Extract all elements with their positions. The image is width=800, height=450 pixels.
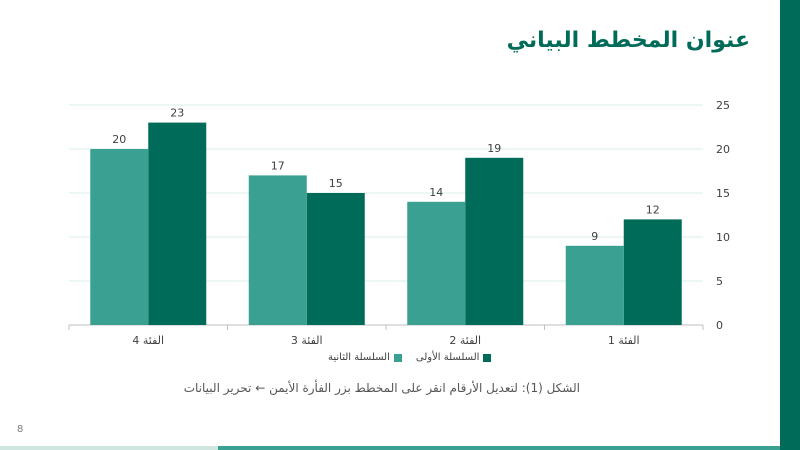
bottom-accent-line-light: [0, 446, 218, 450]
x-tick-label: الفئة 3: [291, 334, 323, 347]
data-label: 17: [271, 159, 285, 172]
bar-series1: [623, 219, 682, 325]
accent-side-bar: [780, 0, 800, 450]
bar-series1: [148, 122, 207, 325]
legend-item-series2: السلسلة الثانية: [328, 352, 402, 363]
data-label: 19: [487, 142, 501, 155]
legend-swatch-series1: [483, 353, 492, 362]
bar-series1: [465, 157, 524, 325]
bar-series2: [565, 245, 624, 325]
data-label: 20: [112, 133, 126, 146]
data-label: 9: [591, 230, 598, 243]
y-tick-label: 0: [716, 319, 723, 332]
chart-title: عنوان المخطط البياني: [506, 28, 750, 53]
bar-series2: [407, 201, 466, 325]
y-tick-label: 25: [716, 99, 730, 112]
data-label: 15: [329, 177, 343, 190]
data-label: 14: [429, 186, 443, 199]
data-label: 12: [646, 203, 660, 216]
page-number: 8: [17, 424, 24, 435]
x-tick-label: الفئة 2: [449, 334, 481, 347]
data-label: 23: [170, 107, 184, 120]
bottom-accent-line-dark: [218, 446, 780, 450]
legend-swatch-series2: [393, 353, 402, 362]
legend-item-series1: السلسلة الأولى: [416, 352, 492, 363]
chart-legend: السلسلة الأولى السلسلة الثانية: [328, 352, 492, 363]
x-tick-label: الفئة 1: [608, 334, 640, 347]
y-tick-label: 5: [716, 275, 723, 288]
y-tick-label: 15: [716, 187, 730, 200]
x-tick-label: الفئة 4: [132, 334, 164, 347]
bar-series1: [306, 193, 365, 325]
figure-caption: الشكل (1): لتعديل الأرقام انقر على المخط…: [183, 381, 580, 395]
bar-series2: [248, 175, 307, 325]
legend-label-series2: السلسلة الثانية: [328, 352, 390, 363]
y-tick-label: 10: [716, 231, 730, 244]
y-tick-label: 20: [716, 143, 730, 156]
bar-series2: [90, 149, 149, 325]
legend-label-series1: السلسلة الأولى: [415, 352, 480, 363]
